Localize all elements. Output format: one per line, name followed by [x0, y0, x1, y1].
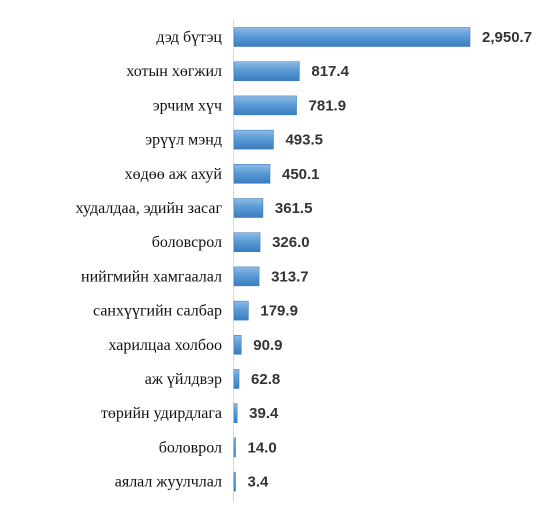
category-label: төрийн удирдлага: [101, 405, 222, 422]
bar: [233, 369, 240, 389]
category-label: худалдаа, эдийн засаг: [76, 200, 223, 217]
bar: [233, 129, 274, 150]
category-label: аялал жуулчлал: [115, 474, 222, 491]
category-label: боловрол: [159, 439, 222, 456]
bar: [233, 266, 260, 287]
bar: [233, 335, 242, 355]
bar: [233, 95, 297, 116]
bar: [233, 403, 238, 423]
category-label: хөдөө аж ахуй: [125, 166, 223, 183]
bar: [233, 471, 236, 492]
bar: [233, 61, 300, 81]
value-label: 313.7: [271, 268, 309, 285]
value-label: 14.0: [248, 439, 277, 456]
category-label: эрүүл мэнд: [145, 132, 222, 149]
value-label: 90.9: [253, 337, 282, 354]
bar: [233, 27, 471, 47]
bar: [233, 300, 249, 321]
category-label: харилцаа холбоо: [108, 337, 222, 354]
bar: [233, 437, 236, 458]
value-label: 62.8: [251, 371, 280, 388]
category-label: хотын хөгжил: [126, 63, 222, 80]
category-label: санхүүгийн салбар: [93, 303, 222, 320]
value-label: 39.4: [249, 405, 279, 422]
bar: [233, 164, 271, 184]
value-label: 450.1: [282, 166, 320, 183]
category-label: эрчим хүч: [153, 97, 222, 114]
value-label: 326.0: [272, 234, 310, 251]
category-label: боловсрол: [152, 234, 222, 251]
value-label: 179.9: [260, 303, 298, 320]
value-label: 361.5: [275, 200, 313, 217]
value-label: 781.9: [309, 97, 347, 114]
value-label: 817.4: [311, 63, 349, 80]
value-label: 2,950.7: [482, 29, 532, 46]
bar: [233, 198, 264, 218]
category-label: дэд бүтэц: [156, 29, 222, 46]
value-label: 493.5: [285, 132, 323, 149]
category-label: нийгмийн хамгаалал: [81, 268, 222, 285]
bar: [233, 232, 261, 252]
category-label: аж үйлдвэр: [145, 371, 222, 388]
value-label: 3.4: [248, 474, 270, 491]
